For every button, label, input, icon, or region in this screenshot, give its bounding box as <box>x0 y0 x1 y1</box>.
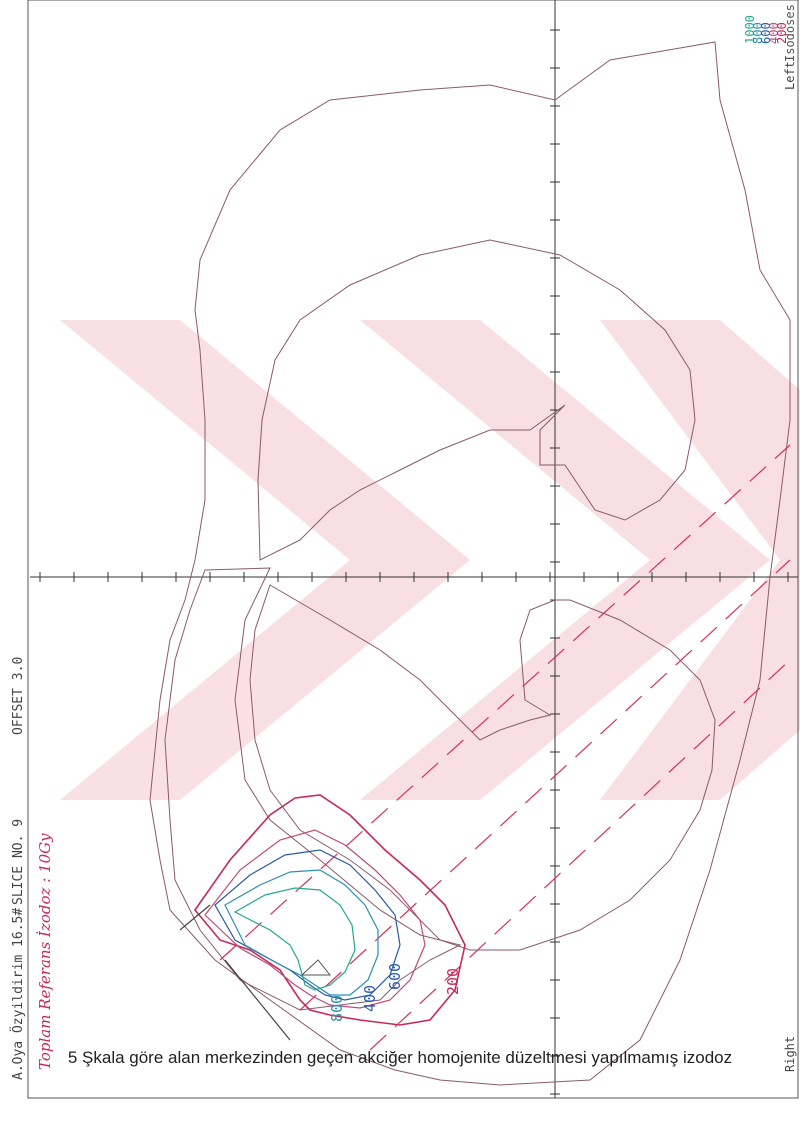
left-lung-outline <box>257 239 696 561</box>
anatomy-outlines <box>149 41 791 1086</box>
contour-label-800: 800 <box>328 995 346 1022</box>
contour-label-400: 400 <box>361 985 379 1012</box>
legend-title: Isodoses <box>783 4 797 62</box>
isodose-600-curve <box>214 849 401 1001</box>
beam-lines <box>219 444 791 1051</box>
orientation-labels: Left Right <box>783 61 797 1072</box>
reference-point-triangle <box>300 959 332 976</box>
isodose-800-curve <box>224 869 379 996</box>
body-outline <box>149 41 791 1086</box>
isodose-1000-curve <box>233 887 356 991</box>
isodose-200-curve <box>193 794 466 1026</box>
legend-600: 600 <box>759 22 773 44</box>
contour-label-600: 600 <box>386 963 404 990</box>
offset-label: OFFSET 3.0 <box>11 657 26 735</box>
figure-caption: 5 Şkala göre alan merkezinden geçen akci… <box>67 1048 733 1067</box>
orientation-left: Left <box>783 61 797 90</box>
legend-1000: 1000 <box>743 15 757 44</box>
field-edge-line-2 <box>179 904 211 931</box>
slice-label: SLICE NO. 9 <box>11 819 26 905</box>
legend-800: 800 <box>751 22 765 44</box>
plot-frame <box>27 0 799 1099</box>
isodose-legend: Isodoses 1000 800 600 400 200 <box>743 4 797 62</box>
isodose-400-curve <box>204 829 426 1009</box>
orientation-right: Right <box>783 1036 797 1072</box>
handwritten-reference-note: Toplam Referans İzodoz : 10Gy <box>36 833 54 1070</box>
patient-label: A.Oya Özyildirim 16.5# <box>9 908 26 1080</box>
axis-ticks <box>39 29 789 1095</box>
legend-200: 200 <box>775 22 789 44</box>
plot-header: A.Oya Özyildirim 16.5# SLICE NO. 9 OFFSE… <box>9 657 26 1080</box>
legend-400: 400 <box>767 22 781 44</box>
body-inner-outline <box>164 567 462 1011</box>
watermark <box>60 320 800 800</box>
isodose-curves <box>179 794 466 1041</box>
field-edge-line <box>224 959 291 1041</box>
contour-label-200: 200 <box>444 968 462 995</box>
contour-labels: 800 400 600 200 <box>328 963 462 1022</box>
right-lung-outline <box>249 584 716 951</box>
